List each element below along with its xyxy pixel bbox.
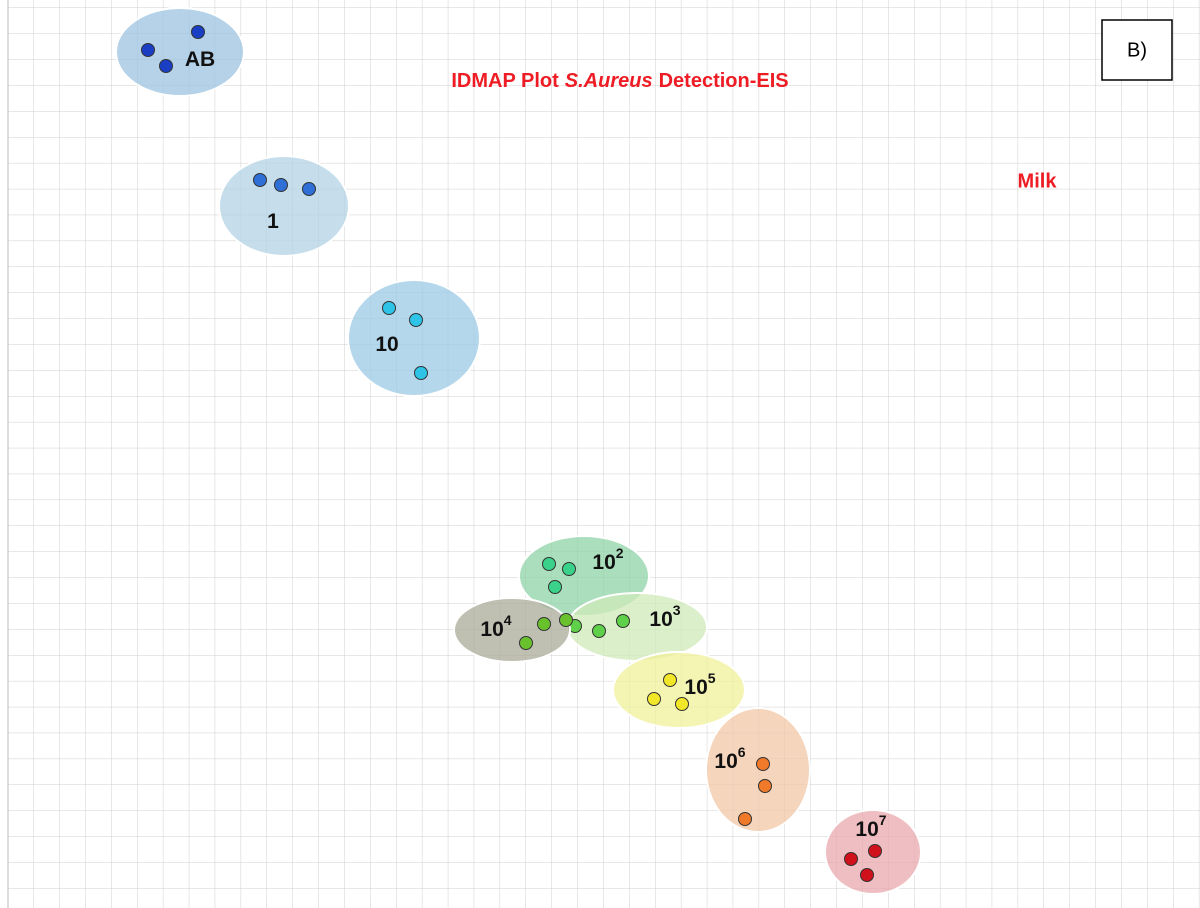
title-italic: S.Aureus [565,70,653,92]
sample-point [675,697,689,711]
cluster-label-base: 10 [684,676,707,699]
grid [8,0,1200,908]
sample-point [616,614,630,628]
sample-point [382,301,396,315]
panel-label: B) [1127,39,1147,61]
title: IDMAP Plot S.Aureus Detection-EIS [451,70,788,92]
cluster-label: 102 [592,545,623,574]
sample-point [542,557,556,571]
sample-point [592,624,606,638]
sample-point [559,613,573,627]
cluster-label-base: 10 [855,818,878,841]
sample-point [191,25,205,39]
cluster-ellipse [705,707,811,833]
cluster: 103 [566,592,708,662]
sample-point [253,173,267,187]
sample-point [647,692,661,706]
cluster-label-base: 10 [592,551,615,574]
cluster-ellipse [218,155,350,257]
sample-label: Milk [1018,170,1058,192]
sample-point [663,673,677,687]
cluster-label-exponent: 2 [616,545,624,561]
cluster-ellipse [566,592,708,662]
cluster-ellipse [453,597,571,663]
cluster-label-exponent: 7 [879,812,887,828]
sample-point [844,852,858,866]
sample-point [860,868,874,882]
cluster-label-exponent: 3 [673,602,681,618]
sample-point [738,812,752,826]
cluster-label: 10 [375,333,398,356]
cluster-label-exponent: 6 [738,744,746,760]
cluster-label: 105 [684,670,715,699]
sample-point [537,617,551,631]
cluster-ellipse [115,7,245,97]
sample-point [519,636,533,650]
panel-box [1101,19,1173,81]
cluster: 10 [347,279,481,397]
cluster-label-base: 10 [649,608,672,631]
sample-point [562,562,576,576]
cluster-label: 106 [714,744,745,773]
sample-point [409,313,423,327]
cluster-label-base: AB [185,48,215,71]
cluster-label: 1 [267,210,279,233]
title-text: Detection-EIS [659,70,789,92]
cluster: 106 [705,707,811,833]
sample-point [548,580,562,594]
cluster-label-base: 10 [714,750,737,773]
sample-point [868,844,882,858]
cluster: 107 [824,809,922,895]
cluster-label-exponent: 5 [708,670,716,686]
cluster-label-base: 1 [267,210,279,233]
cluster-label: 103 [649,602,680,631]
title-text: IDMAP Plot [451,70,559,92]
sample-point [159,59,173,73]
cluster-label-base: 10 [480,618,503,641]
cluster: 104 [453,597,573,663]
cluster-label: AB [185,48,215,71]
sample-point [758,779,772,793]
sample-point [756,757,770,771]
sample-point [414,366,428,380]
sample-point [141,43,155,57]
cluster: 1 [218,155,350,257]
cluster-ellipse [612,651,746,729]
sample-point [274,178,288,192]
cluster-label-exponent: 4 [504,612,512,628]
cluster-label: 104 [480,612,511,641]
cluster-label-base: 10 [375,333,398,356]
cluster: AB [115,7,245,97]
cluster-label: 107 [855,812,886,841]
sample-point [302,182,316,196]
cluster: 105 [612,651,746,729]
cluster-ellipse [347,279,481,397]
